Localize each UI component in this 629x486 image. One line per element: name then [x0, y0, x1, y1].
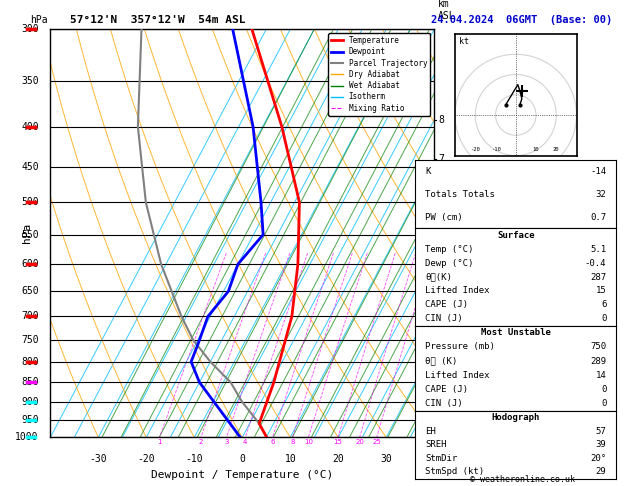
Text: 7: 7 [438, 154, 444, 164]
Text: 800: 800 [21, 357, 39, 367]
Text: 750: 750 [590, 342, 606, 351]
Text: 10: 10 [304, 439, 313, 446]
Text: CIN (J): CIN (J) [425, 314, 463, 323]
Text: 40: 40 [428, 454, 440, 464]
Text: StmSpd (kt): StmSpd (kt) [425, 468, 484, 476]
Text: Surface: Surface [497, 231, 535, 240]
Text: 6: 6 [270, 439, 275, 446]
Text: Pressure (mb): Pressure (mb) [425, 342, 495, 351]
Text: 0.7: 0.7 [590, 212, 606, 222]
Text: 0: 0 [240, 454, 245, 464]
Text: 39: 39 [596, 440, 606, 449]
Text: 10: 10 [284, 454, 296, 464]
Text: 20: 20 [355, 439, 364, 446]
Text: 8: 8 [290, 439, 295, 446]
Text: 450: 450 [21, 162, 39, 172]
Text: 350: 350 [21, 76, 39, 87]
Text: Lifted Index: Lifted Index [425, 371, 490, 380]
Text: 500: 500 [21, 197, 39, 208]
Text: 4: 4 [438, 273, 444, 283]
Text: 57°12'N  357°12'W  54m ASL: 57°12'N 357°12'W 54m ASL [69, 15, 245, 25]
Text: Hodograph: Hodograph [492, 413, 540, 422]
Text: 30: 30 [381, 454, 392, 464]
Text: 650: 650 [21, 286, 39, 296]
Text: 5: 5 [438, 233, 444, 243]
Text: -14: -14 [590, 167, 606, 176]
Text: CAPE (J): CAPE (J) [425, 385, 468, 394]
Text: 0: 0 [601, 385, 606, 394]
Text: 750: 750 [21, 335, 39, 345]
Text: Mixing Ratio (g/kg): Mixing Ratio (g/kg) [456, 177, 466, 289]
Text: 20: 20 [332, 454, 344, 464]
Text: Totals Totals: Totals Totals [425, 190, 495, 199]
Text: 10: 10 [533, 147, 539, 153]
Text: 400: 400 [21, 122, 39, 132]
Text: 1000: 1000 [15, 433, 39, 442]
Text: 6: 6 [438, 193, 444, 203]
Text: hPa: hPa [30, 15, 48, 25]
Text: CAPE (J): CAPE (J) [425, 300, 468, 309]
Text: PW (cm): PW (cm) [425, 212, 463, 222]
Text: 900: 900 [21, 397, 39, 407]
Text: 29: 29 [596, 468, 606, 476]
Text: -10: -10 [186, 454, 203, 464]
Text: 20: 20 [553, 147, 560, 153]
Text: 600: 600 [21, 259, 39, 269]
Text: Dewpoint / Temperature (°C): Dewpoint / Temperature (°C) [151, 470, 333, 480]
Text: 15: 15 [596, 286, 606, 295]
Text: kt: kt [459, 37, 469, 46]
Text: θᴇ(K): θᴇ(K) [425, 273, 452, 281]
Text: 700: 700 [21, 312, 39, 321]
Text: 850: 850 [21, 377, 39, 387]
Text: K: K [425, 167, 431, 176]
Text: Most Unstable: Most Unstable [481, 328, 551, 337]
Text: km
ASL: km ASL [438, 0, 455, 21]
Text: 25: 25 [372, 439, 381, 446]
Text: 6: 6 [601, 300, 606, 309]
Text: Temp (°C): Temp (°C) [425, 245, 474, 254]
Text: 2: 2 [199, 439, 203, 446]
Text: 20°: 20° [590, 454, 606, 463]
Text: 4: 4 [243, 439, 247, 446]
Text: 289: 289 [590, 357, 606, 365]
Text: 2: 2 [438, 355, 444, 364]
Legend: Temperature, Dewpoint, Parcel Trajectory, Dry Adiabat, Wet Adiabat, Isotherm, Mi: Temperature, Dewpoint, Parcel Trajectory… [328, 33, 430, 116]
Text: SREH: SREH [425, 440, 447, 449]
Text: 15: 15 [333, 439, 342, 446]
Text: © weatheronline.co.uk: © weatheronline.co.uk [470, 474, 574, 484]
Text: 3: 3 [225, 439, 229, 446]
Text: hPa: hPa [22, 223, 32, 243]
Text: -20: -20 [470, 147, 480, 153]
Text: 3: 3 [438, 314, 444, 324]
Text: -30: -30 [89, 454, 107, 464]
Text: 1: 1 [157, 439, 162, 446]
Text: 14: 14 [596, 371, 606, 380]
Text: 550: 550 [21, 230, 39, 240]
Text: 950: 950 [21, 415, 39, 425]
Text: θᴇ (K): θᴇ (K) [425, 357, 457, 365]
Text: 24.04.2024  06GMT  (Base: 00): 24.04.2024 06GMT (Base: 00) [431, 15, 613, 25]
Text: -20: -20 [138, 454, 155, 464]
Text: 0: 0 [601, 399, 606, 408]
Text: StmDir: StmDir [425, 454, 457, 463]
Text: Lifted Index: Lifted Index [425, 286, 490, 295]
Text: -10: -10 [491, 147, 501, 153]
Text: Dewp (°C): Dewp (°C) [425, 259, 474, 268]
Text: EH: EH [425, 427, 436, 435]
Text: CIN (J): CIN (J) [425, 399, 463, 408]
Text: -0.4: -0.4 [585, 259, 606, 268]
Text: 8: 8 [438, 115, 444, 125]
Text: 1: 1 [438, 396, 444, 406]
Text: 0: 0 [601, 314, 606, 323]
Text: LCL: LCL [438, 419, 453, 428]
Text: 5.1: 5.1 [590, 245, 606, 254]
Text: 300: 300 [21, 24, 39, 34]
Text: 32: 32 [596, 190, 606, 199]
Text: 57: 57 [596, 427, 606, 435]
Text: 287: 287 [590, 273, 606, 281]
